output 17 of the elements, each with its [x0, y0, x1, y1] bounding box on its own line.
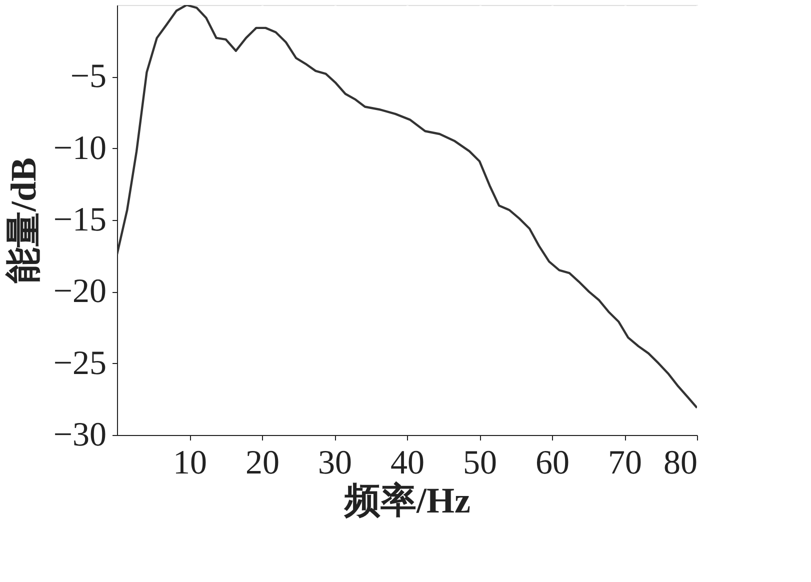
line-series: [117, 5, 697, 409]
x-axis-title: 频率/Hz: [344, 480, 471, 520]
x-tick-label: 10: [173, 444, 207, 482]
y-tick-label: −25: [53, 344, 106, 382]
x-tick-label: 30: [318, 444, 352, 482]
x-tick-label: 60: [536, 444, 570, 482]
x-tick-label: 50: [463, 444, 497, 482]
y-tick-label: −5: [70, 58, 106, 96]
y-tick-label: −20: [53, 273, 106, 310]
y-axis-title: 能量/dB: [3, 157, 44, 284]
x-tick-label: 40: [390, 444, 424, 482]
y-tick-label: −10: [53, 130, 106, 167]
x-tick-label: 80: [664, 444, 698, 482]
x-tick-label: 20: [246, 444, 280, 482]
y-tick-label: −15: [53, 202, 106, 238]
y-tick-label: −30: [53, 416, 106, 454]
x-tick-label: 70: [608, 444, 642, 482]
